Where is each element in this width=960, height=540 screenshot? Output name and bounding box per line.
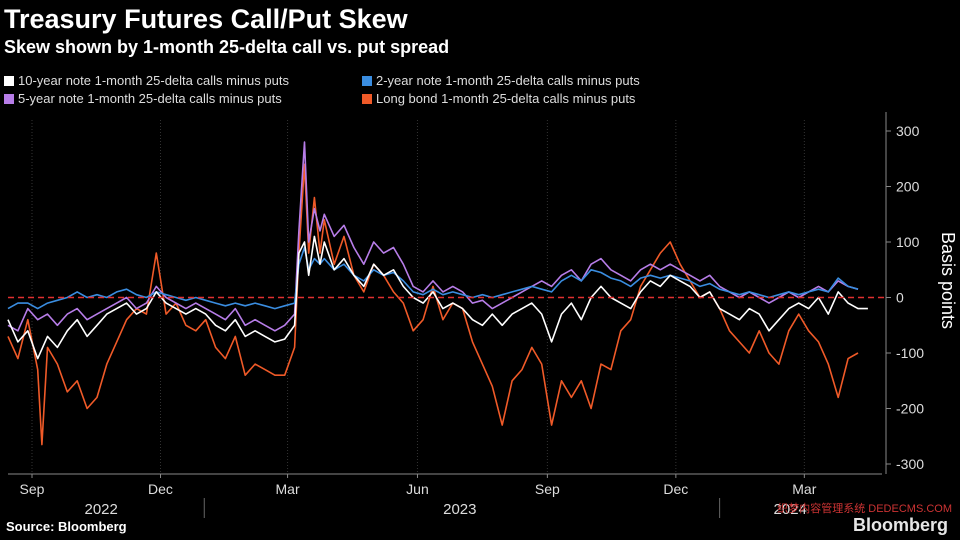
- legend-label-5y: 5-year note 1-month 25-delta calls minus…: [18, 91, 282, 106]
- series-line-2: [7, 246, 859, 310]
- legend-swatch-5y: [4, 94, 14, 104]
- legend-item-long-bond: Long bond 1-month 25-delta calls minus p…: [362, 90, 635, 108]
- legend-item-5y: 5-year note 1-month 25-delta calls minus…: [4, 90, 282, 108]
- x-tick-label: Sep: [535, 481, 560, 497]
- y-tick-label: 100: [896, 234, 920, 250]
- series-line-3: [7, 235, 868, 360]
- x-tick-label: Mar: [276, 481, 300, 497]
- legend-label-10y: 10-year note 1-month 25-delta calls minu…: [18, 73, 289, 88]
- legend-item-2y: 2-year note 1-month 25-delta calls minus…: [362, 72, 640, 90]
- legend-swatch-long-bond: [362, 94, 372, 104]
- legend-swatch-2y: [362, 76, 372, 86]
- series-line-1: [7, 141, 859, 332]
- legend-item-10y: 10-year note 1-month 25-delta calls minu…: [4, 72, 289, 90]
- x-tick-label: Dec: [148, 481, 173, 497]
- bloomberg-logo: Bloomberg: [852, 515, 948, 535]
- x-tick-label: Dec: [663, 481, 688, 497]
- year-label: 2022: [85, 501, 118, 518]
- chart-subtitle: Skew shown by 1-month 25-delta call vs. …: [4, 37, 450, 57]
- series-line-0: [7, 163, 859, 446]
- y-tick-label: 200: [896, 179, 920, 195]
- axes: Sep Dec Mar Jun Sep Dec Mar 2022 2023 2024 300 200 1…: [8, 112, 924, 518]
- series-lines: [7, 141, 868, 446]
- x-tick-label: Mar: [792, 481, 816, 497]
- legend-label-2y: 2-year note 1-month 25-delta calls minus…: [376, 73, 640, 88]
- y-tick-label: -300: [896, 456, 924, 472]
- y-tick-label: 0: [896, 290, 904, 306]
- legend-label-long-bond: Long bond 1-month 25-delta calls minus p…: [376, 91, 636, 106]
- source-note: Source: Bloomberg: [6, 519, 127, 534]
- y-tick-label: -100: [896, 345, 924, 361]
- x-tick-label: Sep: [20, 481, 45, 497]
- y-axis-title: Basis points: [938, 232, 958, 330]
- year-label: 2023: [443, 501, 476, 518]
- x-tick-label: Jun: [406, 481, 429, 497]
- legend-swatch-10y: [4, 76, 14, 86]
- y-tick-label: 300: [896, 123, 920, 139]
- watermark: 织梦内容管理系统 DEDECMS.COM: [777, 503, 952, 515]
- year-label: 2024: [774, 501, 807, 518]
- chart-title: Treasury Futures Call/Put Skew: [4, 4, 408, 34]
- y-tick-label: -200: [896, 401, 924, 417]
